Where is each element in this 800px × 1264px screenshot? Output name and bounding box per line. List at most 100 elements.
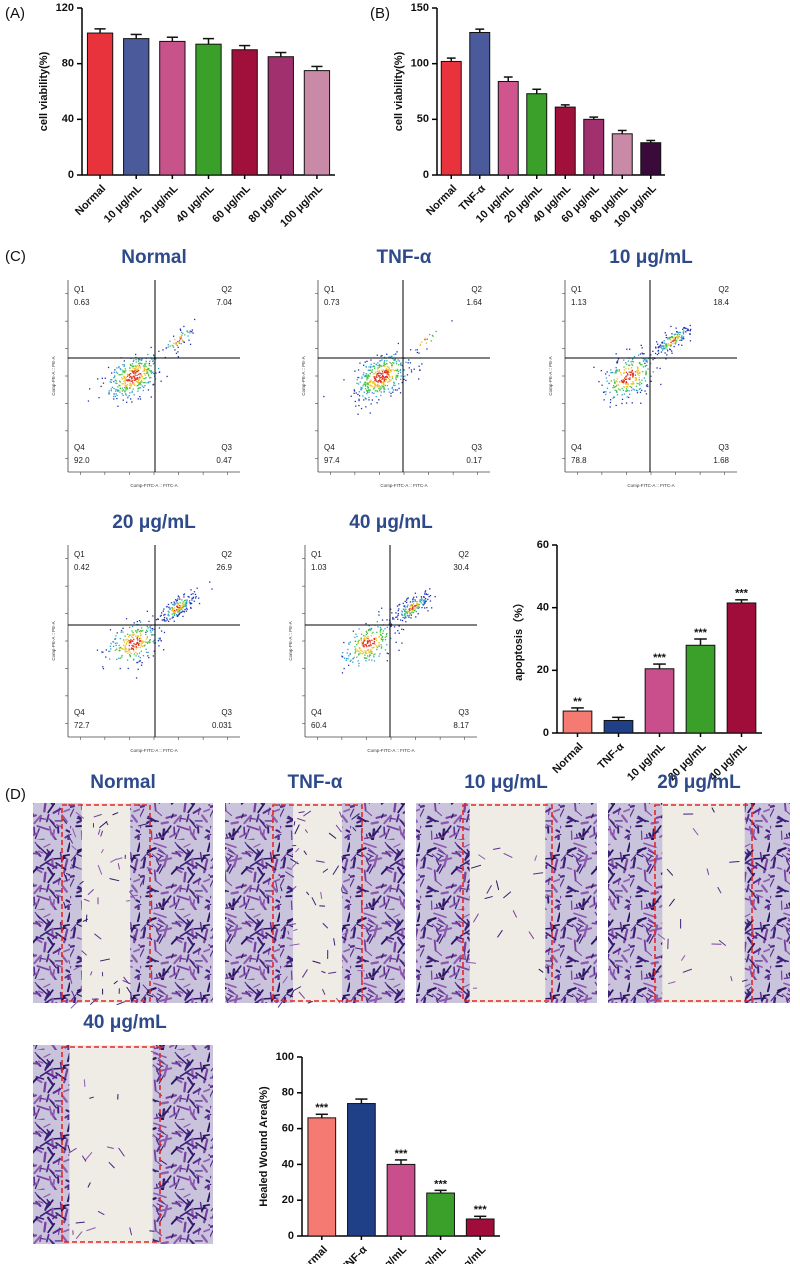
cell <box>85 914 88 923</box>
event-dot <box>368 399 370 401</box>
event-dot <box>118 644 120 647</box>
event-dot <box>673 342 675 344</box>
event-dot <box>619 389 621 391</box>
event-dot <box>376 390 379 393</box>
event-dot <box>368 651 370 653</box>
event-dot <box>415 616 417 618</box>
event-dot <box>412 600 414 603</box>
event-dot <box>136 631 138 634</box>
event-dot <box>132 388 134 390</box>
y-axis-label: Comp-PE-A :: PE-A <box>288 621 293 660</box>
event-dot <box>190 593 192 596</box>
event-dot <box>664 332 666 334</box>
cell <box>94 933 102 940</box>
event-dot <box>378 375 380 378</box>
event-dot <box>406 610 409 612</box>
event-dot <box>615 371 617 373</box>
scatter-cloud <box>96 581 213 679</box>
event-dot <box>593 366 595 368</box>
event-dot <box>672 337 674 339</box>
event-dot <box>631 373 634 375</box>
event-dot <box>434 596 436 598</box>
event-dot <box>679 339 681 341</box>
event-dot <box>657 350 659 352</box>
cell <box>538 968 544 973</box>
event-dot <box>173 603 175 605</box>
y-tick-label: 60 <box>282 1123 294 1135</box>
significance: *** <box>474 1204 488 1216</box>
quadrant-name: Q3 <box>221 708 232 717</box>
event-dot <box>379 360 381 362</box>
event-dot <box>101 377 103 379</box>
y-axis-label: Healed Wound Area(%) <box>258 1086 270 1207</box>
cell <box>93 814 102 818</box>
event-dot <box>110 379 112 381</box>
event-dot <box>378 379 381 381</box>
event-dot <box>407 610 409 613</box>
event-dot <box>139 646 141 648</box>
event-dot <box>364 654 366 656</box>
event-dot <box>371 652 373 654</box>
event-dot <box>138 379 140 381</box>
event-dot <box>133 653 135 655</box>
event-dot <box>113 376 116 378</box>
event-dot <box>409 607 411 610</box>
event-dot <box>369 412 371 414</box>
event-dot <box>609 401 612 404</box>
event-dot <box>128 648 130 650</box>
event-dot <box>422 603 424 606</box>
cell <box>666 868 674 876</box>
event-dot <box>611 371 613 374</box>
event-dot <box>136 381 139 383</box>
event-dot <box>125 393 127 395</box>
event-dot <box>638 377 641 379</box>
event-dot <box>364 385 367 387</box>
event-dot <box>130 364 132 366</box>
event-dot <box>132 659 135 661</box>
event-dot <box>410 614 412 616</box>
event-dot <box>412 611 415 614</box>
event-dot <box>387 377 390 380</box>
event-dot <box>369 654 372 656</box>
event-dot <box>110 648 112 650</box>
event-dot <box>633 356 636 358</box>
event-dot <box>390 379 392 381</box>
event-dot <box>366 386 369 388</box>
x-tick-label: Normal <box>424 183 459 218</box>
cell <box>122 980 131 985</box>
event-dot <box>139 377 142 379</box>
event-dot <box>151 629 154 631</box>
event-dot <box>401 628 403 630</box>
event-dot <box>133 382 135 384</box>
event-dot <box>369 650 371 652</box>
event-dot <box>186 608 188 610</box>
event-dot <box>152 655 154 657</box>
event-dot <box>379 372 381 374</box>
y-tick-label: 150 <box>411 2 429 14</box>
event-dot <box>124 635 126 637</box>
event-dot <box>133 367 136 370</box>
event-dot <box>612 397 614 399</box>
event-dot <box>360 649 362 652</box>
event-dot <box>666 344 668 346</box>
event-dot <box>132 365 135 367</box>
event-dot <box>167 610 169 612</box>
event-dot <box>407 362 409 364</box>
event-dot <box>141 376 143 378</box>
event-dot <box>133 638 135 641</box>
event-dot <box>644 362 646 364</box>
event-dot <box>626 382 628 384</box>
event-dot <box>413 609 416 612</box>
event-dot <box>363 372 365 374</box>
cell <box>67 835 74 844</box>
event-dot <box>132 382 134 384</box>
event-dot <box>376 375 378 377</box>
event-dot <box>146 629 148 631</box>
event-dot <box>147 372 149 374</box>
event-dot <box>370 369 372 371</box>
event-dot <box>371 639 373 641</box>
event-dot <box>369 385 372 387</box>
cell <box>706 868 710 876</box>
event-dot <box>116 648 118 650</box>
event-dot <box>420 602 422 604</box>
